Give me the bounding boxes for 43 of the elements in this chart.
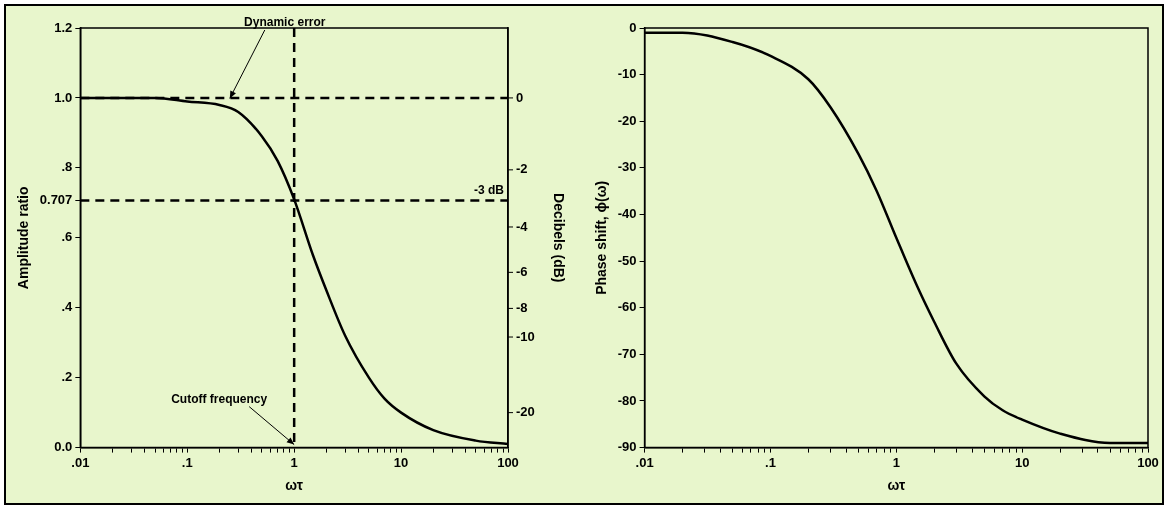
text: -4 xyxy=(516,218,529,234)
ref-line-label: -3 dB xyxy=(474,182,505,197)
x-tick-label: .1 xyxy=(765,454,776,470)
y-axis-title: Phase shift, ϕ(ω) xyxy=(593,180,610,295)
x-tick-label: 10 xyxy=(1014,454,1030,470)
y-tick-label: .8 xyxy=(61,159,73,175)
x-tick-label: 10 xyxy=(393,454,409,470)
y-axis-title: Amplitude ratio xyxy=(15,186,32,290)
x-tick-label: 100 xyxy=(497,454,519,470)
x-tick-label: 1 xyxy=(892,454,900,470)
x-tick-label: .01 xyxy=(635,454,654,470)
text: 0 xyxy=(516,89,524,105)
annotation: Cutoff frequency xyxy=(171,391,268,406)
y-tick-label: 0.0 xyxy=(54,439,73,455)
y-tick-label: 1.2 xyxy=(54,19,73,35)
text: -10 xyxy=(516,328,535,344)
y-tick-label: -50 xyxy=(617,252,637,268)
y2-axis-title: Decibels (dB) xyxy=(550,193,567,283)
x-tick-label: 1 xyxy=(290,454,298,470)
x-tick-label: 100 xyxy=(1137,454,1159,470)
text: -2 xyxy=(516,161,528,177)
y-tick-label: -70 xyxy=(617,345,637,361)
y-tick-label: -40 xyxy=(617,206,637,222)
text: -6 xyxy=(516,263,528,279)
y-tick-label: .4 xyxy=(61,299,74,315)
x-axis-title: ωτ xyxy=(887,477,906,494)
y-tick-label: .6 xyxy=(61,229,73,245)
y-tick-label: .2 xyxy=(61,369,73,385)
y-tick-label: -80 xyxy=(617,392,637,408)
x-axis-title: ωτ xyxy=(285,477,304,494)
text: -20 xyxy=(516,404,535,420)
y-tick-label: -90 xyxy=(617,439,637,455)
y-tick-label: -10 xyxy=(617,66,637,82)
y-tick-label: 0 xyxy=(629,19,637,35)
x-tick-label: .01 xyxy=(71,454,90,470)
y-tick-label: -30 xyxy=(617,159,637,175)
x-tick-label: .1 xyxy=(181,454,193,470)
y-tick-label: 0.707 xyxy=(39,191,73,207)
y-tick-label: -60 xyxy=(617,299,637,315)
y-tick-label: -20 xyxy=(617,112,637,128)
text: -8 xyxy=(516,299,528,315)
annotation: Dynamic error xyxy=(244,15,326,29)
y-tick-label: 1.0 xyxy=(54,89,73,105)
